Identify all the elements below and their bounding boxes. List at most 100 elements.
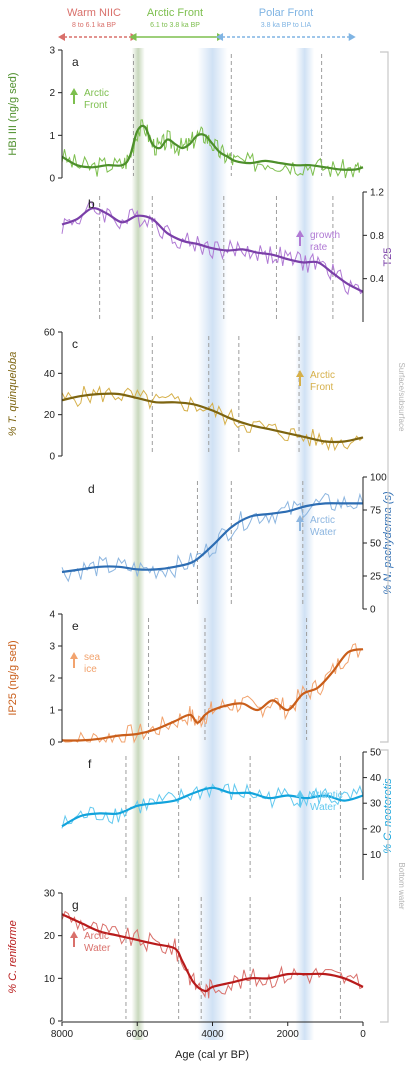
annotation-arrow-head [296,230,304,237]
annotation-arrow-head [70,931,78,938]
annotation-text: Front [310,382,334,393]
annotation-text: Water [84,943,111,954]
annotation-text: Arctic [310,515,335,526]
annotation-arrow-head [296,370,304,377]
y-tick-label: 10 [44,974,56,985]
smoothed-series-line [61,648,364,742]
y-tick-label: 40 [370,773,382,784]
annotation-text: sea [84,652,101,663]
phase-range: 8 to 6.1 ka BP [72,22,116,29]
x-tick-label: 4000 [201,1029,224,1040]
bracket-label-surface: Surface/subsurface [397,363,406,432]
y-tick-label: 10 [370,850,382,861]
phase-arrow-head [216,33,224,41]
phase-warm-niic: Warm NIIC 8 to 6.1 ka BP [67,7,121,29]
bracket-line [380,51,389,743]
bracket-label-bottom-water: Bottom water [397,862,406,909]
annotation-text: Arctic [84,88,109,99]
x-axis: Age (cal yr BP) 8000 6000 4000 2000 0 [51,1021,366,1061]
y-tick-label: 1 [49,706,55,717]
phase-range: 3.8 ka BP to LIA [261,22,312,29]
smoothed-series-line [61,124,364,171]
annotation-text: Water [310,802,337,813]
shaded-interval [197,48,228,1040]
phase-range: 6.1 to 3.8 ka BP [150,22,200,29]
y-tick-label: 60 [44,328,56,339]
annotation-arrow-head [70,652,78,659]
panel-letter: b [88,197,95,211]
smoothed-series-line [61,913,364,993]
annotation-text: Arctic [310,370,335,381]
y-tick-label: 30 [370,799,382,810]
phase-arrow-head [348,33,356,41]
smoothed-series-line [61,502,363,574]
panel-letter: f [88,757,92,771]
y-tick-label: 0 [49,174,55,185]
y-tick-label: 0 [49,738,55,749]
annotation-text: Arctic [84,931,109,942]
y-tick-label: 2 [49,674,55,685]
y-tick-label: 20 [44,931,56,942]
y-tick-label: 50 [370,539,382,550]
y-tick-label: 1 [49,131,55,142]
y-tick-label: 2 [49,88,55,99]
x-tick-label: 6000 [126,1029,149,1040]
smoothed-series-line [61,207,364,293]
annotation-text: ice [84,664,97,675]
panel-letter: a [72,55,79,69]
y-tick-label: 3 [49,46,55,57]
y-axis-label: % C. reniforme [7,920,19,993]
phase-polar-front: Polar Front 3.8 ka BP to LIA [259,7,313,29]
annotation-text: growth [310,230,340,241]
y-axis-label: % T. quinqueloba [7,352,19,437]
annotation-text: Water [310,527,337,538]
annotation-text: Front [84,100,108,111]
phase-title: Warm NIIC [67,7,121,19]
shaded-interval [295,48,315,1040]
panel-letter: e [72,619,79,633]
phase-arctic-front: Arctic Front 6.1 to 3.8 ka BP [147,7,203,29]
phase-arrow-head [58,33,65,41]
panel-letter: g [72,898,79,912]
y-tick-label: 0.8 [370,231,384,242]
annotation-text: Atlantic [310,790,343,801]
phase-arrow-head [129,33,137,41]
y-tick-label: 0.4 [370,274,384,285]
group-brackets: Surface/subsurface Bottom water [380,51,406,1023]
y-tick-label: 4 [49,610,55,621]
raw-series-line [61,643,364,744]
y-tick-label: 50 [370,748,382,759]
y-tick-label: 20 [370,824,382,835]
x-tick-label: 8000 [51,1029,74,1040]
y-tick-label: 40 [44,369,56,380]
y-tick-label: 0 [370,605,376,616]
y-tick-label: 100 [370,473,387,484]
smoothed-series-line [61,392,364,444]
y-tick-label: 30 [44,889,56,900]
bracket-line [380,749,389,1023]
x-axis-label: Age (cal yr BP) [175,1049,249,1061]
phase-title: Polar Front [259,7,313,19]
panel-letter: c [72,337,78,351]
x-tick-label: 2000 [277,1029,300,1040]
annotation-text: rate [310,242,328,253]
y-tick-label: 1.2 [370,188,384,199]
y-tick-label: 20 [44,410,56,421]
shaded-intervals [131,48,315,1040]
phase-header: Warm NIIC 8 to 6.1 ka BP Arctic Front 6.… [58,7,356,41]
y-tick-label: 75 [370,506,382,517]
raw-series-line [61,385,364,452]
panel-letter: d [88,482,95,496]
phase-arrow [216,33,356,41]
y-tick-label: 0 [49,1017,55,1028]
phase-arrow [129,33,225,41]
phase-title: Arctic Front [147,7,203,19]
